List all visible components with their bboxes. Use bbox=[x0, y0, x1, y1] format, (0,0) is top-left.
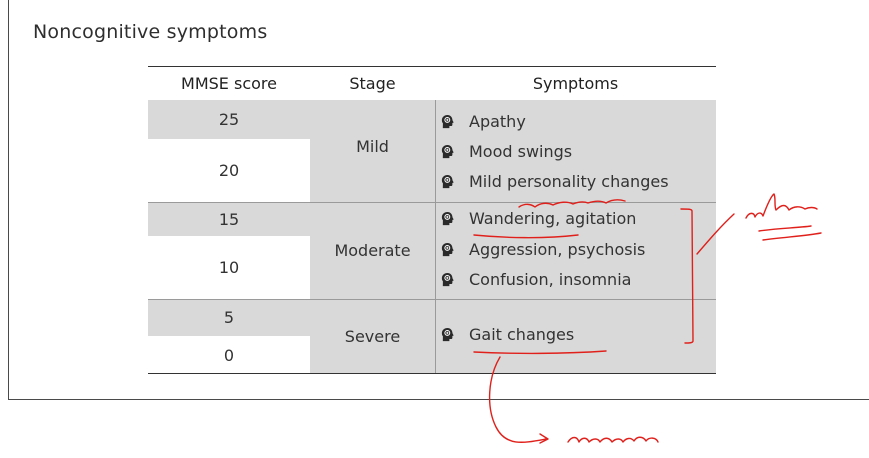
symptom-text: Aggression, psychosis bbox=[469, 240, 646, 259]
annotation-scribble bbox=[518, 199, 626, 208]
header-symptoms: Symptoms bbox=[532, 74, 619, 93]
brain-head-icon bbox=[441, 211, 454, 226]
annotation-arrow bbox=[488, 356, 549, 444]
annotation-underline bbox=[473, 234, 579, 239]
stage-mild: Mild bbox=[356, 136, 389, 156]
brain-head-icon bbox=[441, 114, 454, 129]
symptom-item: Aggression, psychosis bbox=[440, 240, 645, 259]
symptom-text: Gait changes bbox=[469, 325, 575, 344]
symptom-text: Mild personality changes bbox=[469, 172, 669, 191]
annotation-underline bbox=[758, 225, 812, 232]
symptom-text: Wandering, agitation bbox=[469, 209, 637, 228]
stage-moderate: Moderate bbox=[334, 241, 411, 260]
symptom-item: Wandering, agitation bbox=[440, 209, 636, 228]
annotation-scribble bbox=[745, 193, 818, 219]
row-divider bbox=[148, 299, 716, 300]
symptom-item: Mood swings bbox=[440, 142, 572, 161]
column-divider bbox=[435, 100, 436, 374]
symptom-text: Apathy bbox=[469, 112, 526, 131]
annotation-bracket bbox=[680, 208, 694, 344]
score-cell: 5 bbox=[148, 299, 310, 336]
row-divider bbox=[148, 202, 716, 203]
score-cell: 20 bbox=[148, 139, 310, 202]
brain-head-icon bbox=[441, 174, 454, 189]
annotation-underline bbox=[473, 350, 607, 355]
header-mmse-score: MMSE score bbox=[181, 74, 277, 93]
score-cell: 15 bbox=[148, 202, 310, 236]
symptom-item: Mild personality changes bbox=[440, 172, 669, 191]
annotation-scribble bbox=[567, 436, 659, 443]
stage-severe: Severe bbox=[344, 327, 401, 346]
annotation-arrow bbox=[696, 213, 735, 255]
brain-head-icon bbox=[441, 242, 454, 257]
table-header: MMSE score Stage Symptoms bbox=[148, 66, 716, 101]
table-bottom-rule bbox=[148, 373, 716, 374]
slide-frame bbox=[8, 0, 869, 400]
symptom-text: Confusion, insomnia bbox=[469, 270, 632, 289]
symptom-text: Mood swings bbox=[469, 142, 573, 161]
brain-head-icon bbox=[441, 327, 454, 342]
header-stage: Stage bbox=[349, 74, 396, 93]
page-title: Noncognitive symptoms bbox=[33, 21, 268, 43]
score-cell: 10 bbox=[148, 236, 310, 299]
score-cell: 25 bbox=[148, 100, 310, 139]
brain-head-icon bbox=[441, 272, 454, 287]
symptom-item: Apathy bbox=[440, 112, 526, 131]
annotation-underline bbox=[762, 232, 822, 241]
score-cell: 0 bbox=[148, 336, 310, 374]
symptom-item: Gait changes bbox=[440, 325, 574, 344]
symptom-item: Confusion, insomnia bbox=[440, 270, 631, 289]
brain-head-icon bbox=[441, 144, 454, 159]
